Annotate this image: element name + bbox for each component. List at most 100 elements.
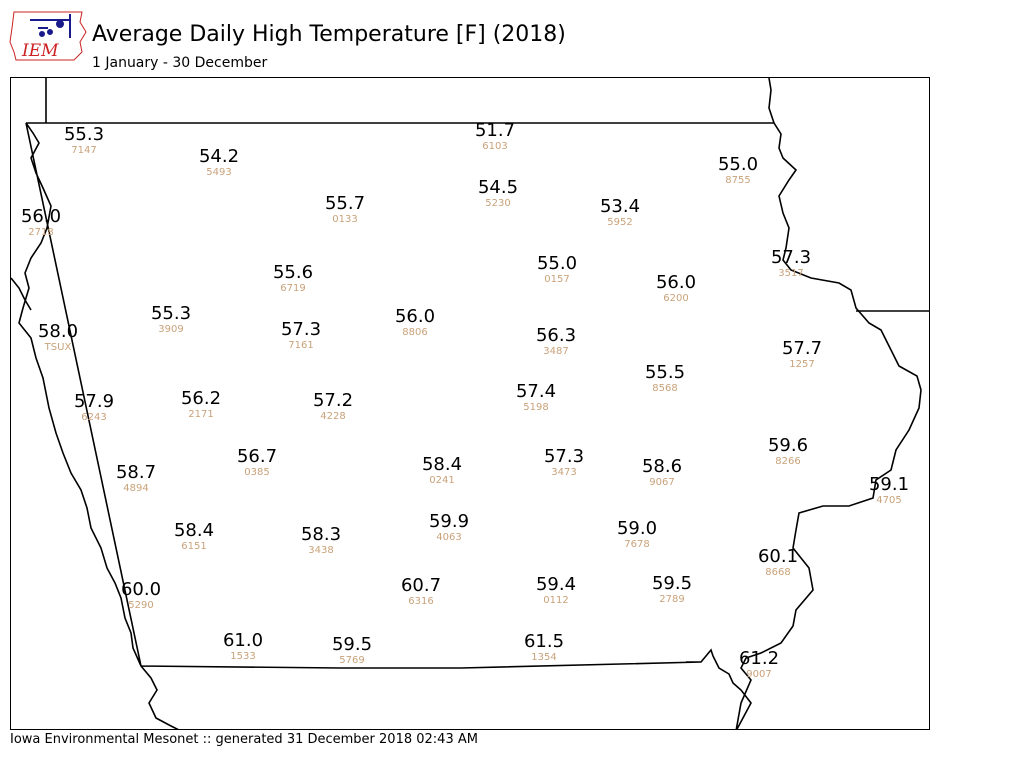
station-plot: 58.6 9067 [642, 457, 682, 489]
station-value: 58.7 [115, 462, 157, 483]
station-plot: 59.1 4705 [869, 475, 909, 507]
station-value: 55.3 [150, 303, 192, 324]
station-plot: 57.2 4228 [313, 391, 353, 423]
station-plot: 57.3 3517 [771, 248, 811, 280]
station-plot: 56.0 8806 [395, 307, 435, 339]
station-plot: 53.4 5952 [600, 197, 640, 229]
station-plot: 57.7 1257 [782, 339, 822, 371]
station-plot: 58.3 3438 [301, 525, 341, 557]
station-id: 5290 [128, 600, 154, 611]
map-frame: 55.3 7147 51.7 6103 54.2 5493 55.0 8755 54.5 5230… [10, 77, 930, 730]
station-plot: 59.9 4063 [429, 512, 469, 544]
station-id: 6243 [81, 412, 107, 423]
station-id: 8266 [775, 456, 801, 467]
station-value: 60.0 [120, 579, 162, 600]
station-value: 58.6 [641, 456, 683, 477]
station-value: 59.5 [651, 573, 693, 594]
station-value: 59.9 [428, 511, 470, 532]
station-id: 0157 [544, 274, 570, 285]
station-plot: 58.7 4894 [116, 463, 156, 495]
iowa-map [11, 78, 929, 729]
station-plot: 60.1 8668 [758, 547, 798, 579]
station-value: 61.0 [222, 630, 264, 651]
station-value: 56.0 [655, 272, 697, 293]
station-id: 3438 [308, 545, 334, 556]
nebraska-border-stub [11, 277, 32, 311]
station-id: 0241 [429, 475, 455, 486]
station-value: 55.5 [644, 362, 686, 383]
station-value: 58.4 [173, 520, 215, 541]
station-id: 2171 [188, 409, 214, 420]
station-value: 57.3 [543, 446, 585, 467]
station-id: 5952 [607, 217, 633, 228]
station-id: 7147 [71, 145, 97, 156]
station-id: 3473 [551, 467, 577, 478]
station-value: 55.6 [272, 262, 314, 283]
station-value: 54.2 [198, 146, 240, 167]
station-plot: 56.0 6200 [656, 273, 696, 305]
station-plot: 51.7 6103 [475, 121, 515, 153]
station-plot: 55.6 6719 [273, 263, 313, 295]
logo-text: IEM [21, 41, 59, 61]
station-id: 6151 [181, 541, 207, 552]
page-title: Average Daily High Temperature [F] (2018… [92, 22, 566, 47]
station-plot: 55.5 8568 [645, 363, 685, 395]
station-id: 6719 [280, 283, 306, 294]
station-value: 58.3 [300, 524, 342, 545]
station-value: 57.9 [73, 391, 115, 412]
station-plot: 58.4 6151 [174, 521, 214, 553]
logo-weather-icon [30, 14, 71, 38]
station-id: 8806 [402, 327, 428, 338]
station-plot: 58.0 TSUX [38, 322, 78, 354]
station-value: 55.0 [536, 253, 578, 274]
station-value: 59.0 [616, 518, 658, 539]
station-value: 58.0 [37, 321, 79, 342]
station-id: 4228 [320, 411, 346, 422]
station-plot: 56.3 3487 [536, 326, 576, 358]
station-id: 7678 [624, 539, 650, 550]
station-plot: 56.2 2171 [181, 389, 221, 421]
station-plot: 56.0 2718 [21, 207, 61, 239]
station-plot: 59.6 8266 [768, 436, 808, 468]
station-plot: 55.0 0157 [537, 254, 577, 286]
station-value: 56.3 [535, 325, 577, 346]
station-plot: 59.4 0112 [536, 575, 576, 607]
station-plot: 55.3 3909 [151, 304, 191, 336]
station-id: 8755 [725, 175, 751, 186]
station-value: 59.1 [868, 474, 910, 495]
station-plot: 57.3 7161 [281, 320, 321, 352]
station-value: 57.2 [312, 390, 354, 411]
station-id: 5769 [339, 655, 365, 666]
station-id: 1257 [789, 359, 815, 370]
station-plot: 55.7 0133 [325, 194, 365, 226]
station-value: 59.5 [331, 634, 373, 655]
station-plot: 55.0 8755 [718, 155, 758, 187]
station-value: 61.5 [523, 631, 565, 652]
station-value: 56.7 [236, 446, 278, 467]
station-value: 58.4 [421, 454, 463, 475]
station-id: 7161 [288, 340, 314, 351]
station-id: 6103 [482, 141, 508, 152]
station-id: 3487 [543, 346, 569, 357]
station-value: 56.2 [180, 388, 222, 409]
station-id: 6316 [408, 596, 434, 607]
station-id: 5230 [485, 198, 511, 209]
station-value: 57.3 [770, 247, 812, 268]
station-value: 51.7 [474, 120, 516, 141]
station-value: 57.4 [515, 381, 557, 402]
station-value: 60.1 [757, 546, 799, 567]
station-id: 1533 [230, 651, 256, 662]
station-plot: 59.5 5769 [332, 635, 372, 667]
station-id: 0112 [543, 595, 569, 606]
station-plot: 55.3 7147 [64, 125, 104, 157]
station-id: 3909 [158, 324, 184, 335]
state-boundary [18, 122, 922, 729]
station-value: 54.5 [477, 177, 519, 198]
station-id: 8568 [652, 383, 678, 394]
station-value: 55.7 [324, 193, 366, 214]
station-id: 4705 [876, 495, 902, 506]
station-value: 59.6 [767, 435, 809, 456]
station-id: TSUX [44, 342, 72, 353]
station-value: 56.0 [20, 206, 62, 227]
station-plot: 57.4 5198 [516, 382, 556, 414]
